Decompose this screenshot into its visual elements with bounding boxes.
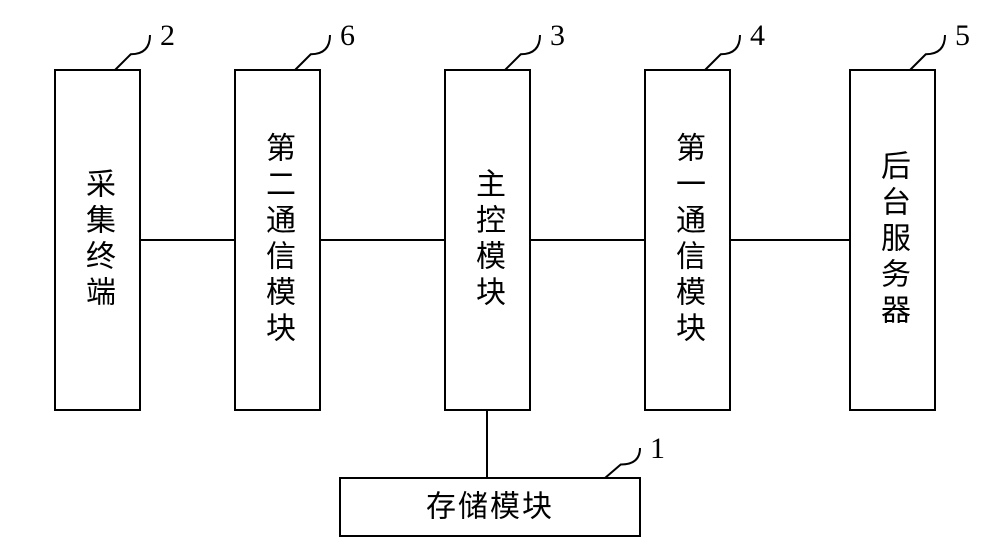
block-b6-number: 6 [340, 19, 355, 52]
lead-line-b3 [505, 35, 540, 70]
block-b3-label: 主控模块 [471, 168, 506, 312]
lead-line-b1 [605, 448, 640, 478]
block-b3-number: 3 [550, 19, 565, 52]
block-b1-label: 存储模块 [426, 491, 554, 524]
block-b2-label: 采集终端 [81, 168, 116, 312]
block-b6-label: 第二通信模块 [261, 132, 296, 348]
block-b4-label: 第一通信模块 [671, 132, 706, 348]
block-b5-label: 后台服务器 [876, 150, 911, 330]
lead-line-b5 [910, 35, 945, 70]
block-b2-number: 2 [160, 19, 175, 52]
block-diagram: 采集终端 第二通信模块 主控模块 第一通信模块 后台服务器存储模块 2 6 3 4 5 1 [0, 0, 1000, 558]
lead-line-b4 [705, 35, 740, 70]
block-b5-number: 5 [955, 19, 970, 52]
block-b4-number: 4 [750, 19, 765, 52]
lead-line-b2 [115, 35, 150, 70]
lead-line-b6 [295, 35, 330, 70]
block-b1-number: 1 [650, 432, 665, 465]
